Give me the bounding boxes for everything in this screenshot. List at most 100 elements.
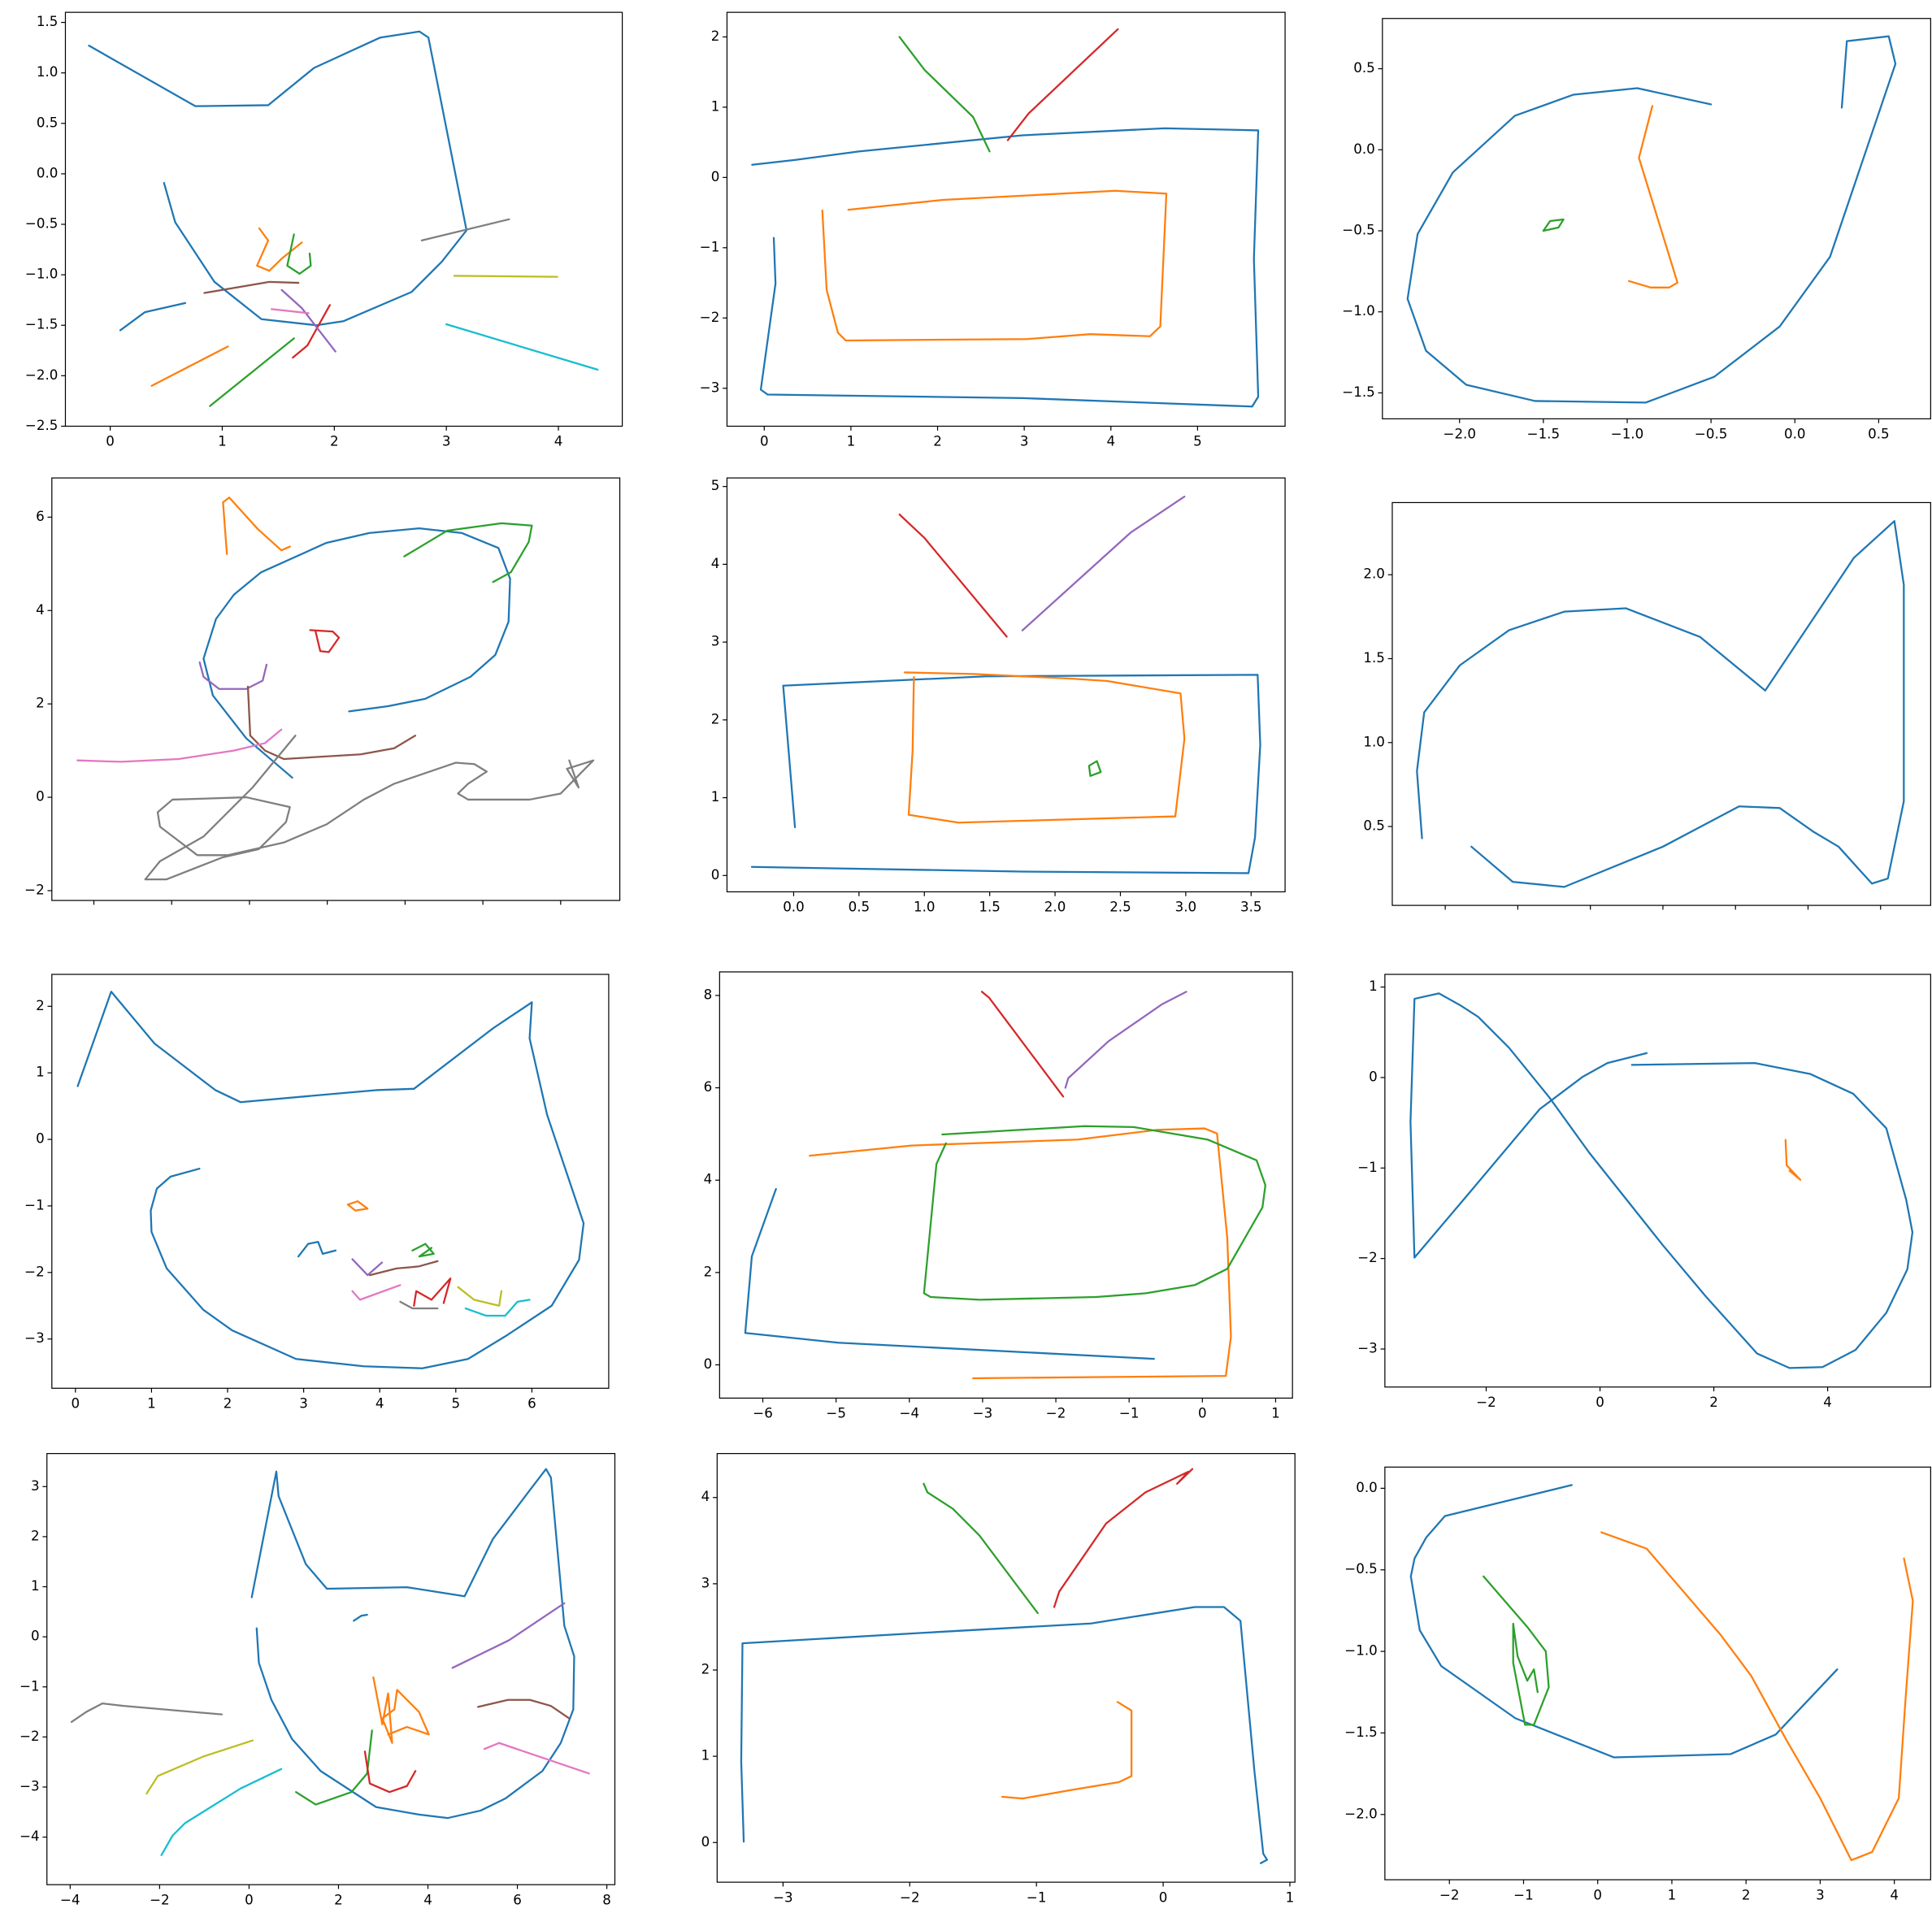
y-tick-label: 1 xyxy=(701,1748,710,1763)
y-tick-label: −1 xyxy=(24,1197,45,1212)
sketch-stroke xyxy=(458,1287,501,1306)
y-tick-label: −3 xyxy=(700,380,720,395)
x-tick-label: 2 xyxy=(224,1395,232,1411)
x-tick-label: 2 xyxy=(1742,1887,1751,1902)
x-tick-label: 2 xyxy=(1709,1395,1718,1410)
axes-frame xyxy=(65,12,622,426)
x-tick-label: 2 xyxy=(334,1892,343,1907)
plot-area xyxy=(752,29,1258,406)
y-tick-label: −2.0 xyxy=(1344,1806,1377,1821)
x-tick-label: 0 xyxy=(1593,1887,1602,1902)
x-tick-label: 5 xyxy=(1193,434,1202,449)
x-tick-label: 4 xyxy=(554,434,563,449)
x-tick-label: 4 xyxy=(423,1892,432,1907)
x-tick-label: −2 xyxy=(1439,1887,1460,1902)
y-tick-label: 0.0 xyxy=(37,165,58,180)
y-tick-label: −4 xyxy=(20,1828,40,1844)
sketch-stroke xyxy=(810,1129,1231,1378)
y-tick-label: 4 xyxy=(711,556,720,571)
subplot: −20246 xyxy=(24,478,619,904)
y-tick-label: 4 xyxy=(701,1489,710,1504)
axes-frame xyxy=(717,1454,1295,1882)
plot-area xyxy=(745,991,1266,1378)
x-tick-label: −1.0 xyxy=(1611,427,1643,442)
x-tick-label: −3 xyxy=(973,1406,993,1421)
y-tick-label: −2.0 xyxy=(25,367,58,383)
y-tick-label: 0 xyxy=(36,789,45,805)
sketch-stroke xyxy=(982,991,1063,1096)
subplot: −2−101234−2.0−1.5−1.0−0.50.0 xyxy=(1344,1467,1930,1902)
y-tick-label: 2 xyxy=(711,28,720,44)
sketch-stroke xyxy=(354,1615,367,1620)
x-tick-label: −1 xyxy=(1027,1889,1047,1905)
y-tick-label: 2 xyxy=(31,1528,40,1543)
x-tick-label: −0.5 xyxy=(1695,427,1727,442)
x-tick-label: 4 xyxy=(1823,1395,1832,1410)
y-tick-label: −2 xyxy=(20,1729,40,1744)
x-tick-label: 0 xyxy=(760,434,769,449)
x-tick-label: 1 xyxy=(1271,1406,1280,1421)
y-tick-label: 2.0 xyxy=(1363,566,1385,582)
y-tick-label: 0 xyxy=(704,1356,713,1372)
subplot: −2.0−1.5−1.0−0.50.00.5−1.5−1.0−0.50.00.5 xyxy=(1342,19,1930,442)
axes-frame xyxy=(1385,1467,1930,1880)
y-tick-label: 6 xyxy=(36,509,45,524)
y-tick-label: −2.5 xyxy=(25,418,58,433)
sketch-stroke xyxy=(296,1730,372,1804)
sketch-stroke xyxy=(1054,1469,1192,1607)
sketch-stroke xyxy=(1089,761,1101,776)
y-tick-label: 0 xyxy=(1369,1069,1378,1084)
plot-area xyxy=(89,32,597,406)
subplot: −3−2−10101234 xyxy=(701,1454,1296,1906)
x-tick-label: 6 xyxy=(528,1395,536,1411)
y-tick-label: 1.5 xyxy=(37,14,58,29)
sketch-stroke xyxy=(752,675,1261,873)
axes-frame xyxy=(727,12,1285,426)
y-tick-label: 4 xyxy=(704,1172,713,1187)
x-tick-label: 3 xyxy=(1020,434,1029,449)
x-tick-label: 0 xyxy=(1596,1395,1604,1410)
plot-area xyxy=(1417,521,1904,887)
y-tick-label: 2 xyxy=(36,998,45,1013)
sketch-stroke xyxy=(466,1299,530,1316)
y-tick-label: −2 xyxy=(24,882,45,897)
x-tick-label: 0 xyxy=(245,1892,254,1907)
sketch-stroke xyxy=(365,1751,415,1792)
sketch-stroke xyxy=(310,630,339,652)
x-tick-label: 8 xyxy=(602,1892,611,1907)
sketch-stroke xyxy=(1408,37,1895,403)
y-tick-label: −3 xyxy=(24,1330,45,1346)
sketch-stroke xyxy=(400,1302,437,1308)
x-tick-label: 1 xyxy=(147,1395,156,1411)
sketch-stroke xyxy=(453,1603,565,1668)
axes-frame xyxy=(47,1454,615,1885)
x-tick-label: 4 xyxy=(376,1395,384,1411)
sketch-stroke xyxy=(1002,1702,1131,1798)
x-tick-label: 0 xyxy=(106,434,115,449)
y-tick-label: 6 xyxy=(704,1079,713,1095)
x-tick-label: −2 xyxy=(1476,1395,1496,1410)
y-tick-label: 1 xyxy=(36,1065,45,1080)
x-tick-label: 3 xyxy=(1816,1887,1825,1902)
x-tick-label: 6 xyxy=(513,1892,522,1907)
subplot: −4−202468−4−3−2−10123 xyxy=(20,1454,614,1908)
x-tick-label: 0.5 xyxy=(1868,427,1890,442)
x-tick-label: 5 xyxy=(451,1395,460,1411)
y-tick-label: 3 xyxy=(701,1575,710,1590)
sketch-stroke xyxy=(373,1677,428,1743)
axes-frame xyxy=(1383,19,1931,419)
sketch-stroke xyxy=(414,1278,450,1306)
y-tick-label: −3 xyxy=(1357,1340,1378,1356)
y-tick-label: 5 xyxy=(711,478,720,493)
y-tick-label: −1 xyxy=(700,239,720,254)
y-tick-label: 0 xyxy=(711,169,720,184)
sketch-stroke xyxy=(905,672,1184,822)
x-tick-label: 2.5 xyxy=(1109,900,1131,915)
y-tick-label: 4 xyxy=(36,602,45,618)
y-tick-label: −2 xyxy=(24,1264,45,1279)
y-tick-label: 2 xyxy=(701,1662,710,1677)
sketch-stroke xyxy=(741,1607,1267,1863)
